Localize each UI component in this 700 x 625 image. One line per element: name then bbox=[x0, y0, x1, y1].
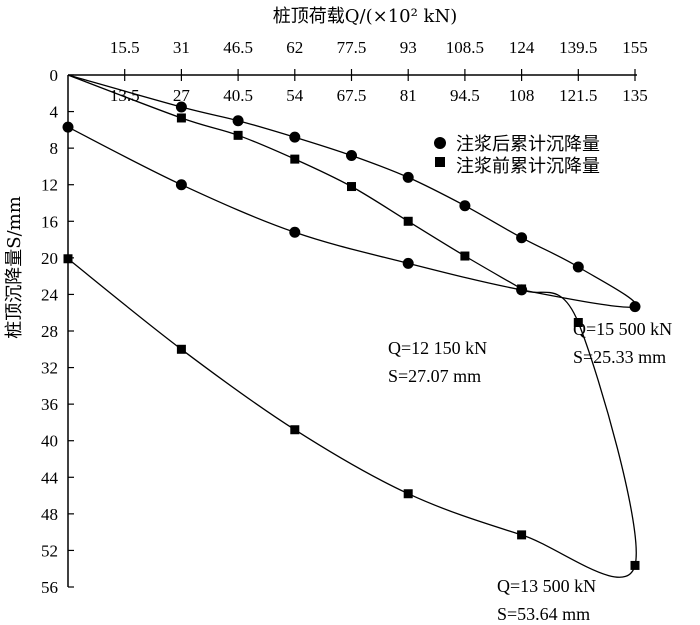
top-tick-label-upper: 46.5 bbox=[223, 38, 253, 57]
annotation-settlement: S=27.07 mm bbox=[388, 366, 481, 386]
legend-label: 注浆后累计沉降量 bbox=[456, 134, 600, 155]
data-point-square bbox=[630, 560, 640, 570]
series-layer bbox=[62, 74, 641, 578]
annotation-load: Q=12 150 kN bbox=[388, 338, 487, 358]
top-tick-label-lower: 108 bbox=[509, 86, 535, 105]
data-point-square bbox=[403, 489, 413, 499]
annotation-settlement: S=53.64 mm bbox=[497, 604, 590, 624]
y-tick-label: 56 bbox=[41, 578, 58, 597]
y-tick-label: 36 bbox=[41, 395, 58, 414]
y-tick-label: 0 bbox=[50, 66, 59, 85]
top-tick-label-upper: 15.5 bbox=[110, 38, 140, 57]
legend-marker-circle bbox=[434, 137, 446, 149]
data-point-circle bbox=[346, 149, 357, 161]
y-tick-label: 16 bbox=[41, 212, 58, 231]
top-tick-label-lower: 121.5 bbox=[559, 86, 597, 105]
y-tick-label: 4 bbox=[50, 103, 59, 122]
top-axis-ticks-lower: 13.5 27 40.5 54 67.5 81 94.5 108 121.5 135 bbox=[110, 75, 648, 105]
data-point-square bbox=[347, 182, 356, 192]
data-point-circle bbox=[175, 179, 187, 191]
data-point-circle bbox=[402, 257, 414, 269]
top-tick-label-lower: 81 bbox=[400, 86, 417, 105]
data-point-circle bbox=[629, 301, 641, 313]
top-axis-title: 桩顶荷载Q/(×10² kN) bbox=[273, 6, 457, 27]
top-tick-label-upper: 77.5 bbox=[337, 38, 367, 57]
y-axis-title: 桩顶沉降量S/mm bbox=[4, 196, 25, 339]
y-tick-label: 52 bbox=[41, 541, 58, 560]
annotation-settlement: S=25.33 mm bbox=[573, 347, 666, 367]
data-point-circle bbox=[289, 226, 301, 238]
annotations: Q=12 150 kN S=27.07 mm Q=15 500 kN S=25.… bbox=[388, 319, 672, 624]
y-tick-label: 40 bbox=[41, 432, 58, 451]
y-tick-label: 8 bbox=[50, 139, 59, 158]
top-axis-ticks-upper: 15.5 31 46.5 62 77.5 93 108.5 124 139.5 155 bbox=[110, 38, 648, 75]
y-tick-label: 20 bbox=[41, 249, 58, 268]
top-tick-label-upper: 62 bbox=[286, 38, 303, 57]
y-tick-label: 28 bbox=[41, 322, 58, 341]
top-tick-label-upper: 124 bbox=[509, 38, 535, 57]
data-point-square bbox=[63, 254, 73, 264]
data-point-square bbox=[460, 251, 470, 261]
top-tick-label-lower: 67.5 bbox=[337, 86, 367, 105]
data-point-square bbox=[517, 284, 527, 294]
y-tick-label: 12 bbox=[41, 176, 58, 195]
y-tick-label: 48 bbox=[41, 505, 58, 524]
data-point-circle bbox=[572, 261, 584, 273]
y-tick-label: 32 bbox=[41, 359, 58, 378]
data-point-circle bbox=[289, 131, 301, 143]
legend-label: 注浆前累计沉降量 bbox=[456, 156, 600, 177]
y-tick-label: 24 bbox=[41, 285, 59, 304]
data-point-circle bbox=[459, 200, 471, 212]
top-tick-label-upper: 108.5 bbox=[446, 38, 484, 57]
y-tick-label: 44 bbox=[41, 468, 59, 487]
data-point-circle bbox=[232, 115, 244, 127]
series-before-grouting bbox=[63, 74, 640, 578]
data-point-square bbox=[573, 317, 583, 327]
data-point-square bbox=[176, 344, 186, 354]
data-point-square bbox=[233, 130, 243, 140]
data-point-circle bbox=[516, 232, 528, 244]
data-point-circle bbox=[62, 121, 74, 133]
top-tick-label-upper: 155 bbox=[622, 38, 648, 57]
top-tick-label-upper: 93 bbox=[400, 38, 417, 57]
top-tick-label-upper: 31 bbox=[173, 38, 190, 57]
annotation-load: Q=15 500 kN bbox=[573, 319, 672, 339]
top-tick-label-upper: 139.5 bbox=[559, 38, 597, 57]
data-point-circle bbox=[402, 171, 414, 183]
data-point-square bbox=[176, 113, 186, 123]
top-tick-label-lower: 135 bbox=[622, 86, 648, 105]
top-tick-label-lower: 54 bbox=[286, 86, 304, 105]
series-after-grouting bbox=[62, 74, 641, 313]
top-tick-label-lower: 40.5 bbox=[223, 86, 253, 105]
data-point-square bbox=[517, 530, 527, 540]
top-tick-label-lower: 94.5 bbox=[450, 86, 480, 105]
top-tick-label-lower: 13.5 bbox=[110, 86, 140, 105]
series-line bbox=[67, 74, 637, 308]
data-point-square bbox=[403, 216, 413, 226]
top-tick-label-lower: 27 bbox=[173, 86, 191, 105]
legend-marker-square bbox=[435, 157, 445, 167]
data-point-circle bbox=[175, 101, 187, 113]
legend: 注浆后累计沉降量 注浆前累计沉降量 bbox=[434, 134, 600, 177]
data-point-square bbox=[290, 154, 300, 164]
data-point-square bbox=[290, 425, 300, 435]
annotation-load: Q=13 500 kN bbox=[497, 576, 596, 596]
